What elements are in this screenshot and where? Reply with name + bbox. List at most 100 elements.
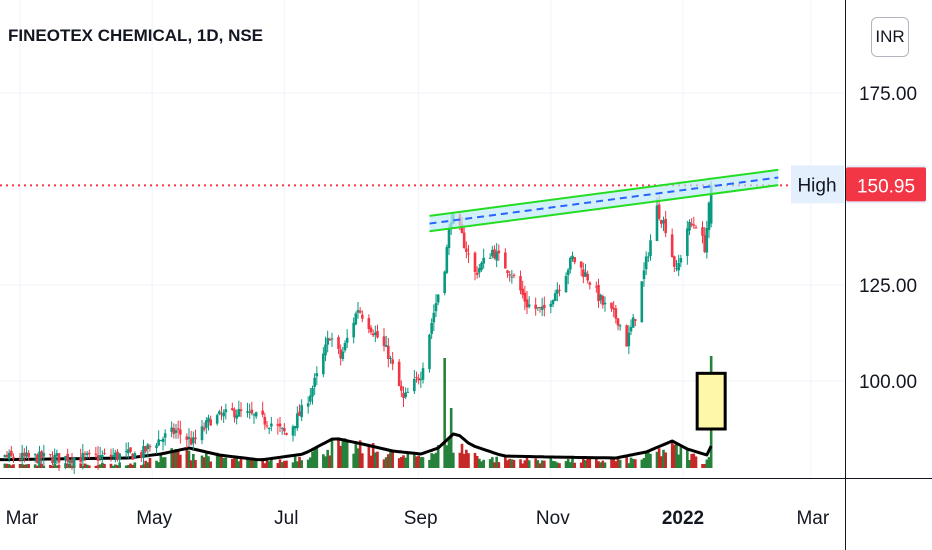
candle-body (322, 353, 325, 375)
candle (224, 403, 228, 420)
volume-bar (376, 451, 379, 468)
candle-body (25, 452, 28, 457)
candle-body (523, 292, 527, 302)
candle (618, 324, 622, 331)
volume-bar (254, 459, 258, 468)
candle (215, 413, 219, 426)
candle-body (397, 361, 401, 387)
volume-bar (124, 465, 128, 468)
candle (298, 404, 301, 416)
candle-body (3, 454, 7, 457)
y-tick-label: 175.00 (859, 84, 917, 105)
volume-bar (322, 454, 325, 468)
candle (248, 403, 251, 419)
currency-button[interactable]: INR (871, 17, 909, 57)
volume-bar (510, 459, 514, 468)
candle (631, 314, 635, 328)
volume-bar (146, 462, 150, 468)
volume-bar (597, 461, 600, 468)
candle-body (88, 452, 91, 454)
volume-bar (556, 462, 559, 468)
candle-body (601, 296, 605, 305)
grid-lines (0, 0, 845, 478)
candle-body (222, 412, 225, 417)
candle (406, 387, 410, 393)
candle-body (163, 433, 167, 438)
candle-body (445, 247, 449, 273)
candle (601, 294, 605, 309)
candle (402, 386, 405, 408)
candle (192, 431, 195, 450)
candle (267, 427, 271, 435)
candle (66, 448, 69, 468)
candle (33, 453, 37, 463)
candle-body (278, 423, 282, 427)
candle-body (642, 270, 646, 280)
candle-body (603, 302, 607, 305)
channel-mid-line (429, 176, 779, 225)
candle (55, 449, 59, 465)
candle (205, 417, 208, 435)
candle (430, 318, 433, 339)
candle-body (189, 438, 193, 445)
candle (42, 444, 46, 465)
candle (662, 216, 665, 232)
candle (326, 330, 329, 353)
candle-body (573, 257, 576, 263)
candle (701, 221, 704, 244)
candle (185, 433, 189, 449)
volume-bar (421, 457, 425, 468)
candle-body (94, 453, 98, 455)
candle (144, 445, 147, 454)
candle (328, 337, 332, 341)
volume-bar (436, 445, 440, 468)
candle-body (599, 294, 602, 301)
candle (220, 406, 223, 421)
candle-body (506, 270, 509, 274)
volume-bar (540, 460, 544, 468)
candle-body (202, 427, 206, 430)
volume-highlight-box[interactable] (695, 371, 727, 431)
candle (634, 319, 637, 327)
volume-bar (252, 458, 256, 468)
volume-bar (631, 458, 635, 468)
volume-bar (159, 454, 163, 468)
volume-bar (543, 460, 546, 468)
candle (140, 450, 143, 462)
candle (155, 442, 158, 455)
trend-channel[interactable] (429, 168, 779, 233)
volume-bar (482, 459, 485, 468)
volume-bar (569, 462, 572, 468)
x-tick-label: Mar (796, 508, 829, 529)
candle (675, 259, 678, 272)
y-tick-label: 100.00 (859, 372, 917, 393)
volume-bar (94, 465, 98, 468)
candle (88, 449, 91, 459)
candle-body (345, 337, 349, 343)
volume-bar (133, 462, 137, 468)
volume-bar (627, 463, 631, 468)
candle-body (79, 456, 82, 463)
volume-bar (690, 453, 693, 468)
candle (131, 452, 134, 460)
candle (649, 234, 652, 261)
candle-body (101, 454, 104, 457)
candle (111, 448, 115, 461)
candle-body (670, 234, 674, 258)
candle-body (419, 378, 423, 381)
candle (677, 254, 680, 277)
volume-bar (465, 449, 468, 468)
last-price-label: 150.95 (857, 176, 915, 197)
candle-body (679, 258, 683, 263)
candle-body (673, 256, 676, 267)
time-scale-panel (0, 478, 932, 550)
volume-bar (354, 444, 358, 468)
candle (79, 448, 82, 463)
candle-body (436, 294, 440, 303)
candle-body (404, 392, 407, 398)
candle (361, 310, 364, 323)
candle-body (10, 450, 13, 456)
candle (306, 396, 310, 414)
volume-bar (599, 462, 602, 468)
